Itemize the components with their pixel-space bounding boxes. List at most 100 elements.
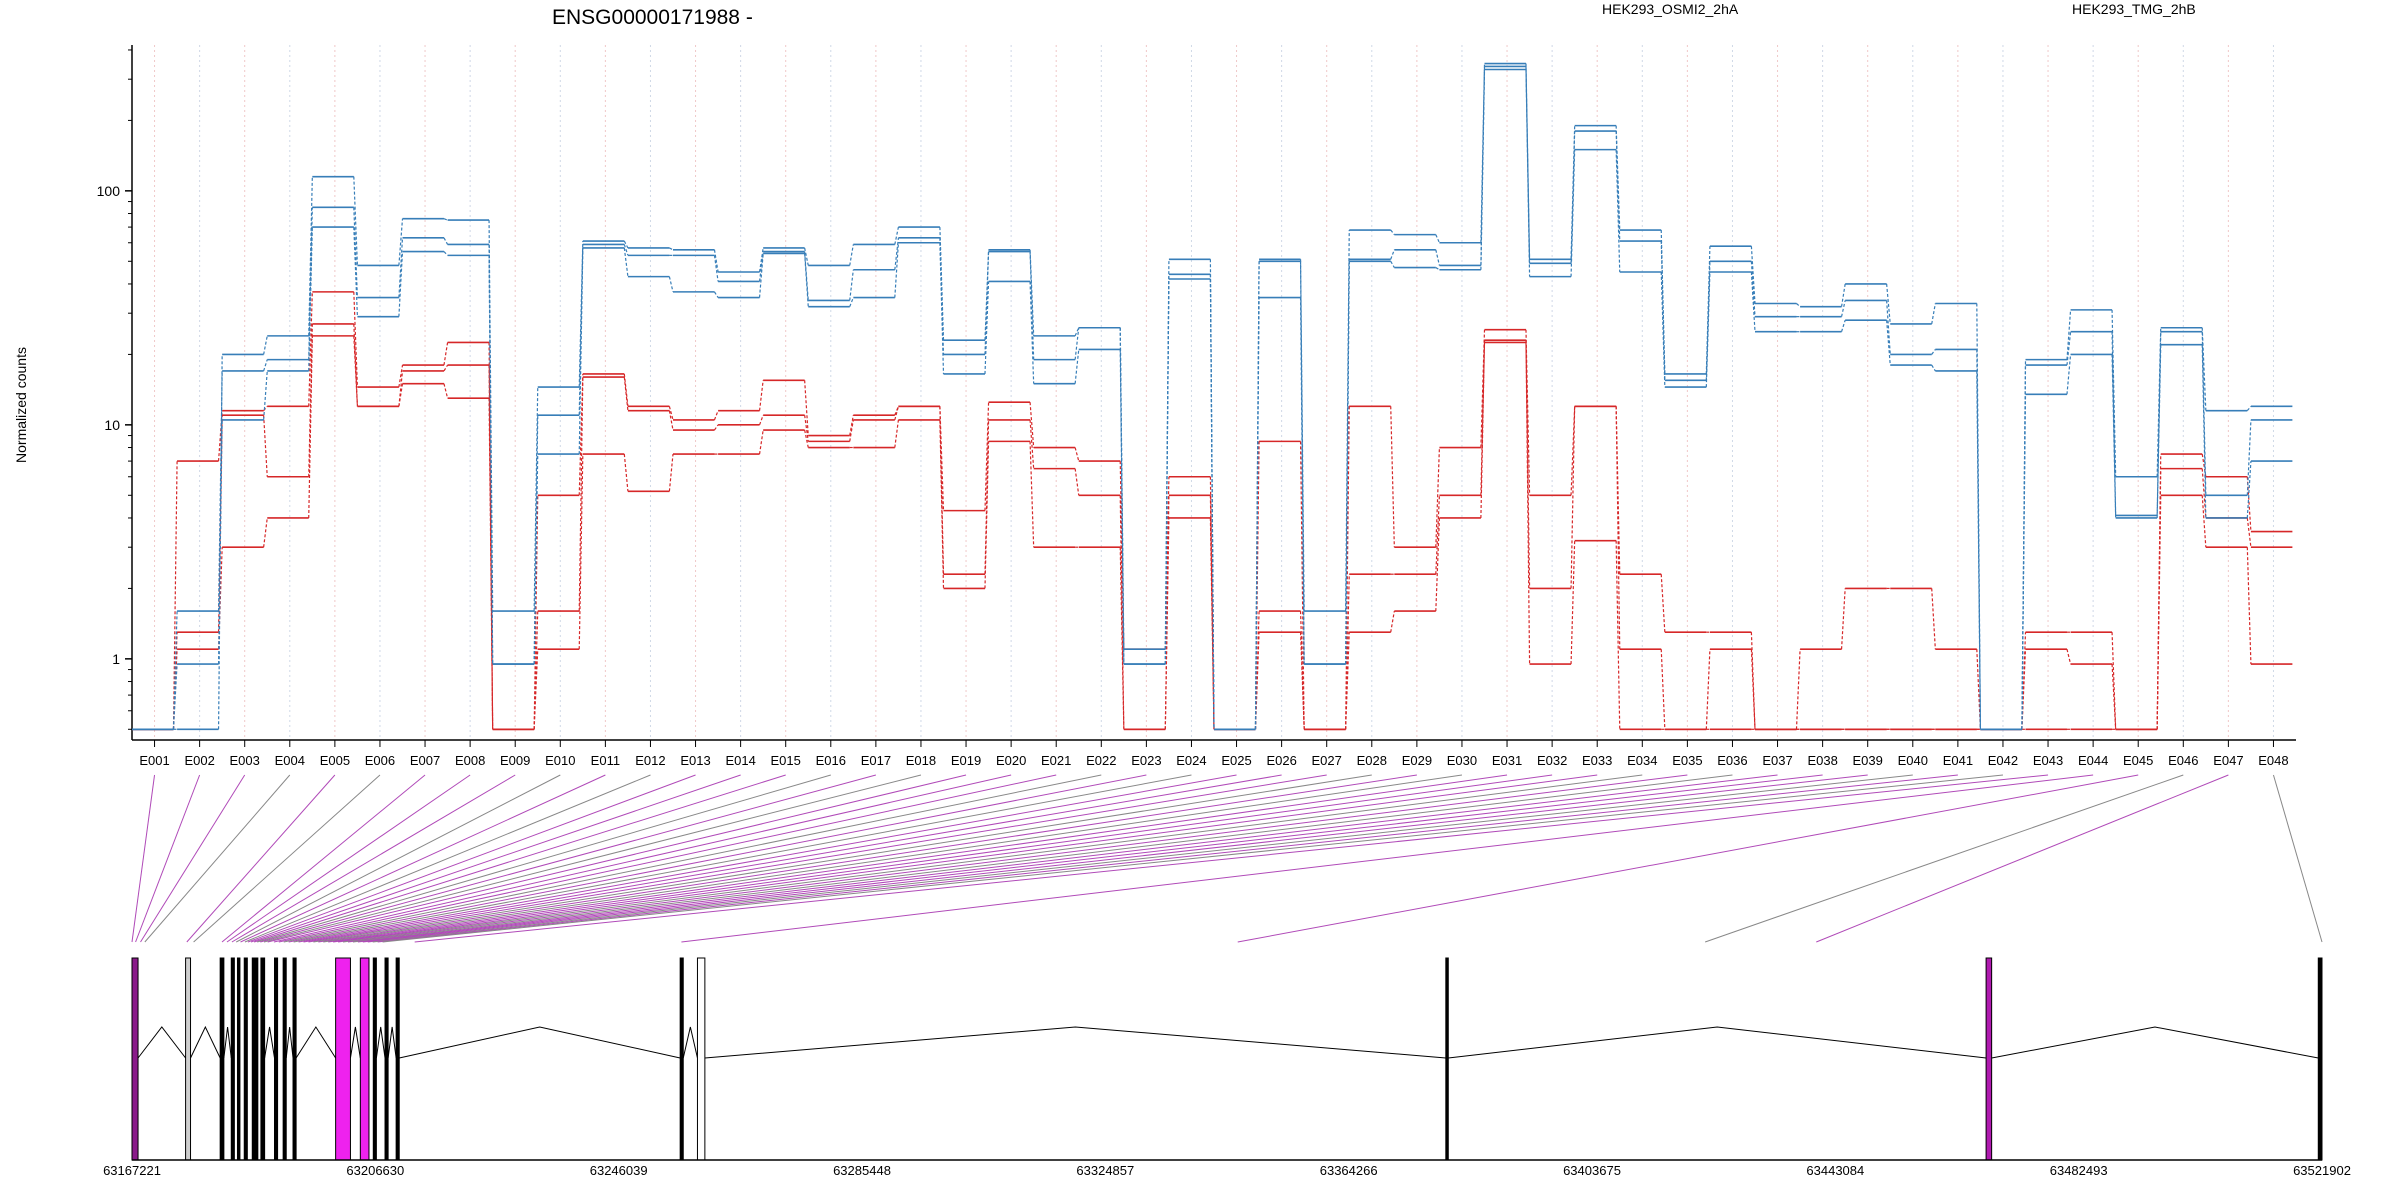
connector-E031 (328, 774, 1508, 943)
genomic-tick-label: 63521902 (2293, 1163, 2351, 1178)
x-tick-label-E048: E048 (2258, 753, 2288, 768)
connector-segment (1074, 447, 1080, 462)
genomic-tick-label: 63324857 (1076, 1163, 1134, 1178)
connector-segment (263, 335, 268, 355)
connector-E008 (226, 774, 471, 943)
connector-segment (804, 253, 809, 307)
connector-segment (1029, 281, 1035, 384)
intron-chevron (387, 1026, 397, 1059)
connector-segment (713, 255, 719, 282)
exon-gridlines (154, 45, 2274, 740)
connector-segment (669, 247, 674, 251)
connector-segment (1796, 303, 1801, 308)
connector-segment (263, 370, 268, 420)
connector-segment (443, 237, 449, 245)
x-tick-label-E021: E021 (1041, 753, 1071, 768)
connector-segment (758, 414, 764, 426)
connector-segment (1615, 540, 1621, 730)
x-tick-label-E010: E010 (545, 753, 575, 768)
connector-segment (849, 419, 854, 442)
x-tick-label-E037: E037 (1762, 753, 1792, 768)
connector-E005 (186, 774, 336, 943)
y-axis-label: Normalized counts (13, 347, 29, 463)
connector-E011 (240, 774, 606, 943)
connector-segment (443, 364, 449, 372)
x-tick-label-E017: E017 (861, 753, 891, 768)
connector-segment (939, 419, 945, 589)
connector-segment (1119, 327, 1125, 650)
connector-E025 (298, 774, 1237, 943)
x-tick-label-E028: E028 (1357, 753, 1387, 768)
connector-E013 (247, 774, 696, 943)
connector-segment (1164, 495, 1170, 730)
connector-E018 (263, 774, 922, 943)
connector-E034 (342, 774, 1643, 943)
connector-segment (1390, 249, 1395, 260)
connector-segment (894, 406, 899, 416)
connector-E027 (308, 774, 1327, 943)
gene-exon-block (1445, 957, 1449, 1161)
connector-segment (1074, 349, 1080, 384)
connector-segment (353, 207, 359, 298)
connector-segment (1886, 320, 1891, 366)
connector-segment (2201, 327, 2207, 411)
connector-segment (668, 406, 674, 421)
connector-E010 (235, 774, 561, 943)
connector-E015 (253, 774, 786, 943)
intron-chevron (704, 1026, 1446, 1059)
x-tick-label-E011: E011 (591, 753, 620, 768)
connector-segment (1615, 406, 1621, 575)
intron-chevron (349, 1026, 361, 1059)
connector-segment (2201, 495, 2207, 548)
connector-segment (1254, 441, 1260, 730)
connector-segment (1390, 260, 1395, 268)
gene-exon-block (274, 957, 279, 1161)
connector-segment (1029, 402, 1035, 448)
connector-segment (2201, 453, 2207, 477)
x-tick-label-E003: E003 (230, 753, 260, 768)
connector-E040 (372, 774, 1913, 943)
connector-segment (398, 218, 404, 266)
gene-exon-block (260, 957, 266, 1161)
x-tick-label-E015: E015 (771, 753, 801, 768)
x-tick-label-E027: E027 (1312, 753, 1342, 768)
x-tick-label-E044: E044 (2078, 753, 2108, 768)
connector-segment (488, 365, 494, 730)
genomic-tick-label: 63167221 (103, 1163, 161, 1178)
connector-segment (668, 276, 674, 293)
x-tick-label-E026: E026 (1266, 753, 1296, 768)
connector-segment (1390, 610, 1395, 633)
connector-segment (623, 454, 629, 492)
connector-segment (443, 383, 449, 399)
connector-E020 (273, 774, 1012, 943)
connector-E033 (338, 774, 1598, 943)
connector-E022 (283, 774, 1102, 943)
connector-segment (2246, 476, 2252, 532)
x-tick-label-E023: E023 (1131, 753, 1161, 768)
connector-E007 (221, 774, 426, 943)
gene-exon-block (1985, 957, 1993, 1161)
x-tick-label-E031: E031 (1492, 753, 1522, 768)
connector-E021 (278, 774, 1057, 943)
x-tick-label-E002: E002 (184, 753, 214, 768)
connector-E006 (193, 774, 381, 943)
y-axis-ticks: 1 10 100 (97, 49, 132, 730)
connector-segment (1840, 300, 1846, 317)
connector-segment (1660, 271, 1666, 388)
connector-segment (758, 429, 764, 455)
connector-segment (443, 218, 448, 221)
connector-segment (1525, 340, 1531, 665)
connector-segment (398, 365, 404, 388)
connector-segment (1931, 588, 1936, 650)
connector-segment (713, 291, 719, 298)
connector-segment (1164, 259, 1170, 650)
connector-segment (2111, 664, 2117, 730)
connector-segment (1119, 495, 1125, 730)
connector-E004 (144, 774, 291, 943)
x-tick-label-E035: E035 (1672, 753, 1702, 768)
connector-segment (443, 342, 449, 366)
gene-exon-block (384, 957, 389, 1161)
connector-segment (533, 495, 539, 730)
connector-segment (1435, 234, 1440, 243)
connector-E024 (293, 774, 1192, 943)
